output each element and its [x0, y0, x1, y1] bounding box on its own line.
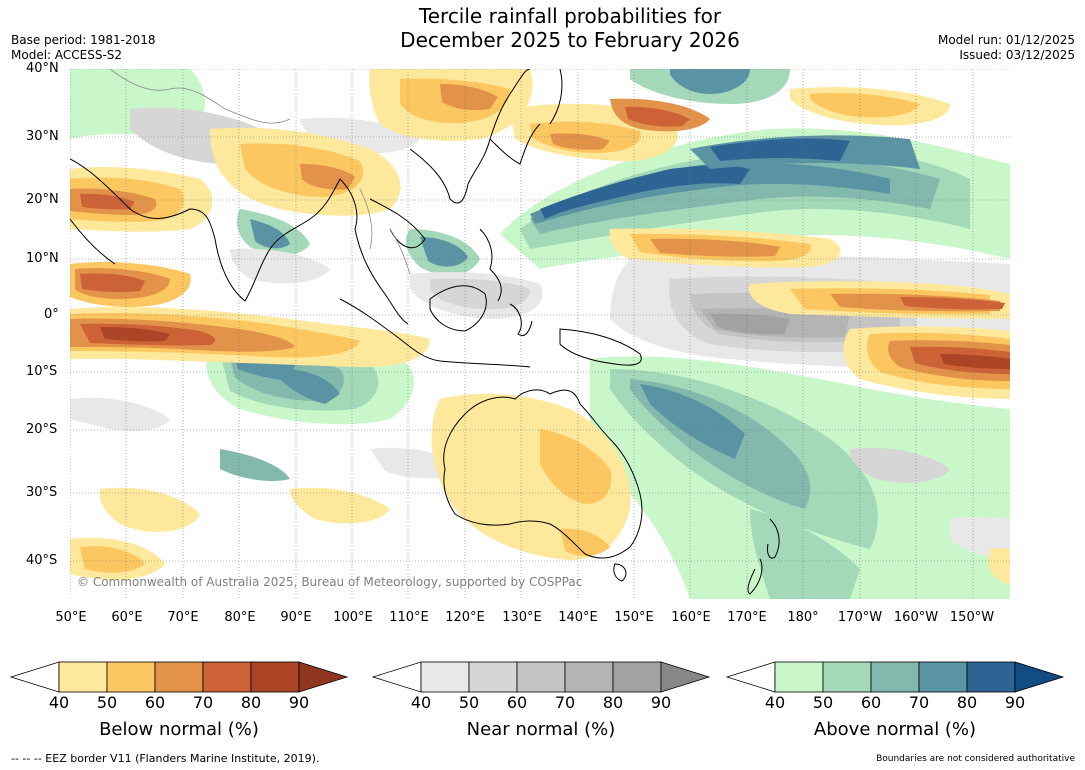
- colorbar-near-bin-70-80: [564, 661, 614, 693]
- colorbar-below: [9, 661, 349, 693]
- cb-below-tick-40: 40: [48, 693, 70, 712]
- lat-label-10s: 10°S: [26, 364, 58, 379]
- meta-left: Base period: 1981-2018 Model: ACCESS-S2: [11, 33, 156, 63]
- title-line-1: Tercile rainfall probabilities for: [418, 4, 722, 28]
- lat-label-20n: 20°N: [26, 192, 59, 207]
- colorbar-below-high: [298, 661, 349, 693]
- colorbar-above-low: [725, 661, 776, 693]
- cb-near-tick-40: 40: [410, 693, 432, 712]
- lon-label-120e: 120°E: [445, 610, 485, 625]
- lat-label-40n: 40°N: [26, 61, 59, 76]
- lat-label-0: 0°: [44, 307, 59, 322]
- lon-label-180: 180°: [787, 610, 819, 625]
- cb-above-tick-60: 60: [860, 693, 882, 712]
- title-line-2: December 2025 to February 2026: [400, 28, 740, 52]
- colorbar-below-bin-50-60: [106, 661, 156, 693]
- lon-label-150w: 150°W: [949, 610, 995, 625]
- lon-label-60e: 60°E: [111, 610, 143, 625]
- colorbar-below-bin-80-90: [250, 661, 300, 693]
- cb-above-tick-90: 90: [1004, 693, 1026, 712]
- colorbar-near-low: [371, 661, 422, 693]
- colorbar-above: [725, 661, 1065, 693]
- cb-above-tick-40: 40: [764, 693, 786, 712]
- colorbar-above-bin-40-50: [774, 661, 824, 693]
- colorbar-near-bin-40-50: [420, 661, 470, 693]
- cb-near-tick-50: 50: [458, 693, 480, 712]
- cb-above-tick-50: 50: [812, 693, 834, 712]
- lon-label-100e: 100°E: [333, 610, 373, 625]
- colorbar-near-high: [660, 661, 711, 693]
- colorbar-below-bin-70-80: [202, 661, 252, 693]
- cb-above-tick-80: 80: [956, 693, 978, 712]
- issued-date: Issued: 03/12/2025: [959, 48, 1075, 62]
- lon-label-50e: 50°E: [55, 610, 87, 625]
- colorbar-near-bin-80-90: [612, 661, 662, 693]
- country-borders: [109, 69, 411, 275]
- lon-label-130e: 130°E: [502, 610, 542, 625]
- lat-label-30n: 30°N: [26, 129, 59, 144]
- lon-label-140e: 140°E: [558, 610, 598, 625]
- cb-below-tick-90: 90: [288, 693, 310, 712]
- map-title: Tercile rainfall probabilities for Decem…: [0, 4, 1085, 52]
- lon-label-80e: 80°E: [224, 610, 256, 625]
- colorbar-near-bin-60-70: [516, 661, 566, 693]
- colorbar-above-high: [1014, 661, 1065, 693]
- lat-label-20s: 20°S: [26, 422, 58, 437]
- map-gridlines: [70, 69, 1010, 599]
- colorbar-below-low: [9, 661, 60, 693]
- cb-below-tick-50: 50: [96, 693, 118, 712]
- coastlines: [70, 69, 780, 595]
- cb-near-tick-60: 60: [506, 693, 528, 712]
- cb-near-tick-80: 80: [602, 693, 624, 712]
- lon-label-70e: 70°E: [167, 610, 199, 625]
- base-period: Base period: 1981-2018: [11, 33, 156, 47]
- colorbar-above-bin-80-90: [966, 661, 1016, 693]
- colorbar-above-bin-60-70: [870, 661, 920, 693]
- colorbars: [9, 661, 1065, 693]
- rainfall-map: [70, 69, 1010, 599]
- colorbar-near: [371, 661, 711, 693]
- colorbar-above-bin-70-80: [918, 661, 968, 693]
- lon-label-170e: 170°E: [727, 610, 767, 625]
- lat-label-30s: 30°S: [26, 485, 58, 500]
- model-name: Model: ACCESS-S2: [11, 48, 123, 62]
- cb-below-tick-80: 80: [240, 693, 262, 712]
- lon-label-90e: 90°E: [280, 610, 312, 625]
- colorbar-below-bin-60-70: [154, 661, 204, 693]
- map-panel: © Commonwealth of Australia 2025, Bureau…: [70, 69, 1010, 599]
- cb-above-tick-70: 70: [908, 693, 930, 712]
- boundaries-disclaimer: Boundaries are not considered authoritat…: [876, 754, 1075, 764]
- cb-below-label: Below normal (%): [99, 719, 259, 740]
- lon-label-170w: 170°W: [837, 610, 883, 625]
- cb-near-label: Near normal (%): [466, 719, 616, 740]
- eez-border-note: -- -- -- EEZ border V11 (Flanders Marine…: [11, 752, 320, 765]
- colorbar-above-bin-50-60: [822, 661, 872, 693]
- lon-label-160e: 160°E: [671, 610, 711, 625]
- lat-label-40s: 40°S: [26, 553, 58, 568]
- cb-below-tick-60: 60: [144, 693, 166, 712]
- meta-right: Model run: 01/12/2025 Issued: 03/12/2025: [938, 33, 1075, 63]
- cb-near-tick-90: 90: [650, 693, 672, 712]
- cb-below-tick-70: 70: [192, 693, 214, 712]
- lon-label-160w: 160°W: [893, 610, 939, 625]
- copyright-notice: © Commonwealth of Australia 2025, Bureau…: [77, 575, 583, 589]
- cb-near-tick-70: 70: [554, 693, 576, 712]
- below-normal-areas: [70, 69, 1010, 584]
- colorbar-near-bin-50-60: [468, 661, 518, 693]
- lon-label-150e: 150°E: [614, 610, 654, 625]
- lat-label-10n: 10°N: [26, 251, 59, 266]
- lon-label-110e: 110°E: [389, 610, 429, 625]
- model-run: Model run: 01/12/2025: [937, 33, 1075, 47]
- colorbar-below-bin-40-50: [58, 661, 108, 693]
- cb-above-label: Above normal (%): [813, 719, 977, 740]
